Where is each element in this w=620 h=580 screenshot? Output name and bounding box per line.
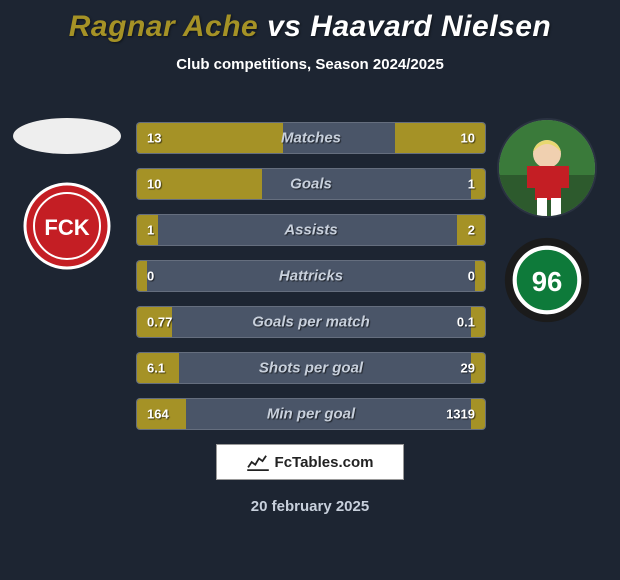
- brand-chart-icon: [247, 453, 269, 471]
- title-vs: vs: [267, 10, 310, 43]
- stat-label: Goals per match: [137, 314, 485, 331]
- stat-value-right: 1319: [446, 407, 475, 422]
- stat-label: Matches: [137, 130, 485, 147]
- stat-label: Shots per goal: [137, 360, 485, 377]
- stat-row: Assists1 2: [136, 214, 486, 246]
- stat-value-left: 6.1: [147, 361, 165, 376]
- club-badge-left: FCK: [23, 182, 111, 270]
- title-player-right: Haavard Nielsen: [310, 10, 551, 43]
- svg-text:FCK: FCK: [44, 215, 89, 240]
- stat-value-left: 0: [147, 269, 154, 284]
- stat-value-right: 1: [468, 177, 475, 192]
- stat-value-left: 1: [147, 223, 154, 238]
- stat-label: Min per goal: [137, 406, 485, 423]
- stat-value-left: 13: [147, 131, 161, 146]
- left-column: FCK: [8, 118, 126, 270]
- stat-row: Goals per match0.77 0.1: [136, 306, 486, 338]
- stat-label: Assists: [137, 222, 485, 239]
- stat-row: Hattricks0 0: [136, 260, 486, 292]
- stat-row: Min per goal164 1319: [136, 398, 486, 430]
- fck-logo-icon: FCK: [23, 182, 111, 270]
- h96-logo-icon: 96: [503, 232, 591, 328]
- date-text: 20 february 2025: [0, 498, 620, 515]
- stat-value-right: 29: [461, 361, 475, 376]
- svg-text:96: 96: [532, 266, 563, 297]
- stat-value-left: 0.77: [147, 315, 172, 330]
- brand-text: FcTables.com: [275, 454, 374, 471]
- stat-row: Shots per goal6.1 29: [136, 352, 486, 384]
- stat-label: Hattricks: [137, 268, 485, 285]
- stat-row: Goals10 1: [136, 168, 486, 200]
- player-photo-right: [497, 118, 597, 218]
- stat-value-right: 2: [468, 223, 475, 238]
- page-title: Ragnar Ache vs Haavard Nielsen: [0, 0, 620, 44]
- player-photo-left: [13, 118, 121, 154]
- stats-bars: Matches1310Goals101Assists12Hattricks00G…: [136, 122, 486, 444]
- brand-badge[interactable]: FcTables.com: [216, 444, 404, 480]
- stat-value-left: 10: [147, 177, 161, 192]
- stat-value-right: 0: [468, 269, 475, 284]
- stat-row: Matches13 10: [136, 122, 486, 154]
- stat-value-left: 164: [147, 407, 169, 422]
- club-badge-right: 96: [503, 236, 591, 324]
- comparison-card: Ragnar Ache vs Haavard Nielsen Club comp…: [0, 0, 620, 580]
- subtitle: Club competitions, Season 2024/2025: [0, 56, 620, 73]
- player-avatar-icon: [499, 120, 597, 218]
- right-column: 96: [488, 118, 606, 324]
- stat-value-right: 0.1: [457, 315, 475, 330]
- stat-label: Goals: [137, 176, 485, 193]
- title-player-left: Ragnar Ache: [69, 10, 258, 43]
- stat-value-right: 10: [461, 131, 475, 146]
